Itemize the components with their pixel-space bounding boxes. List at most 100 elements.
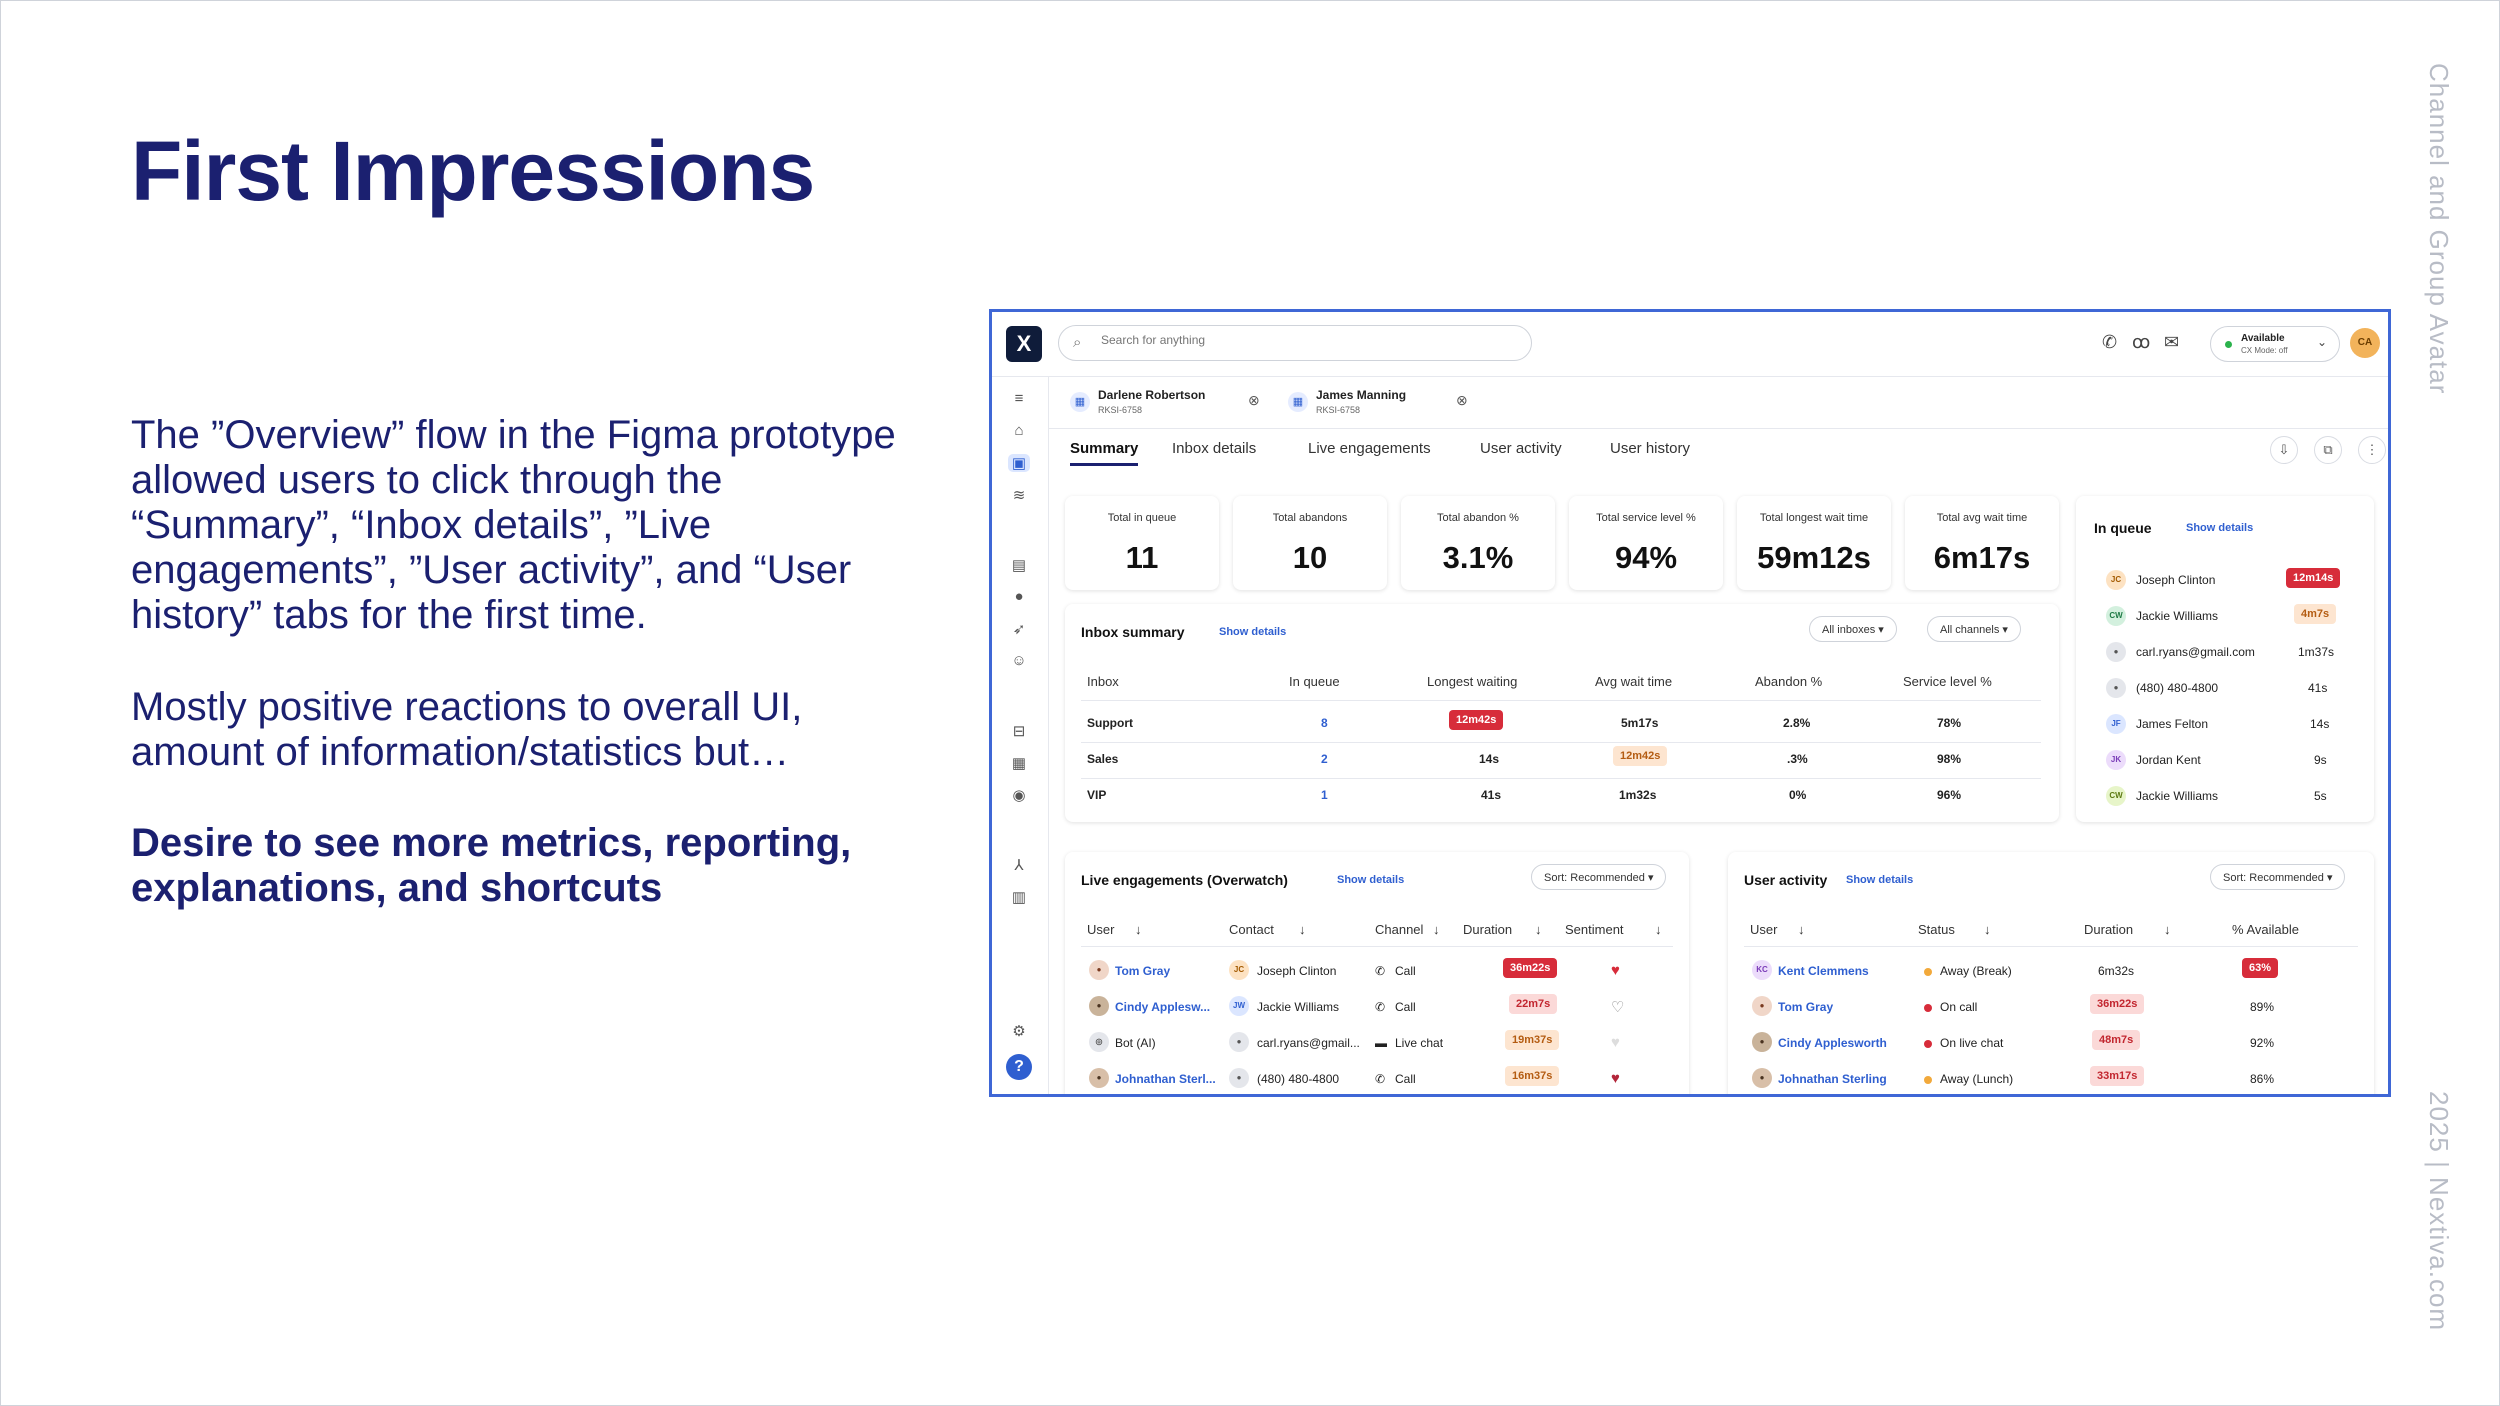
rocket-icon[interactable]: ➶ xyxy=(1012,621,1026,638)
avatar: JW xyxy=(1229,996,1249,1016)
inbox-summary-card: Inbox summary Show details All inboxes ▾… xyxy=(1065,604,2059,822)
sort-arrow-icon: ↓ xyxy=(1433,922,1440,937)
col-header[interactable]: User xyxy=(1750,922,1778,937)
show-details-link[interactable]: Show details xyxy=(1219,626,1287,638)
sort-dropdown[interactable]: Sort: Recommended ▾ xyxy=(2210,864,2346,890)
left-nav: ≡ ⌂ ▣ ≋ ▤ ● ➶ ☺ ⊟ ▦ ◉ ⅄ ▥ ⚙ ? xyxy=(992,376,1049,1094)
tab-summary[interactable]: Summary xyxy=(1070,440,1139,466)
cell-duration: 36m22s xyxy=(2090,994,2145,1014)
card-title: In queue xyxy=(2094,520,2152,536)
smiley-icon[interactable]: ☺ xyxy=(1011,652,1027,669)
download-icon[interactable]: ⇩ xyxy=(2270,436,2298,464)
cell-user[interactable]: Cindy Applesw... xyxy=(1115,1000,1211,1014)
tab-user-history[interactable]: User history xyxy=(1610,440,1691,457)
tab-user-activity[interactable]: User activity xyxy=(1480,440,1562,457)
bot-icon: ◎ xyxy=(1089,1032,1109,1052)
cell-available: 92% xyxy=(2250,1036,2275,1050)
phone-icon[interactable]: ✆ xyxy=(2102,332,2118,352)
tab-live-engagements[interactable]: Live engagements xyxy=(1308,440,1431,457)
cell-available: 86% xyxy=(2250,1072,2275,1086)
kpi-value: 59m12s xyxy=(1757,540,1871,575)
cell-user[interactable]: Johnathan Sterling xyxy=(1778,1072,1887,1086)
user-avatar[interactable]: CA xyxy=(2350,328,2380,358)
sort-dropdown[interactable]: Sort: Recommended ▾ xyxy=(1531,864,1667,890)
cell-user[interactable]: Tom Gray xyxy=(1778,1000,1834,1014)
col-header[interactable]: Duration xyxy=(1463,922,1513,937)
globe-icon[interactable]: ● xyxy=(1014,588,1024,605)
app-logo[interactable]: X xyxy=(1006,326,1042,362)
profile-icon[interactable]: ◉ xyxy=(1012,787,1026,804)
avatar: ● xyxy=(1752,1068,1772,1088)
heart-outline-icon: ♡ xyxy=(1611,999,1625,1016)
inbox-filter[interactable]: All inboxes ▾ xyxy=(1809,616,1897,642)
search-input[interactable] xyxy=(1099,332,1503,348)
settings-icon[interactable]: ⚙ xyxy=(1012,1023,1026,1040)
kpi-value: 11 xyxy=(1125,540,1159,575)
popout-icon[interactable]: ⧉ xyxy=(2314,436,2342,464)
col-header[interactable]: User xyxy=(1087,922,1115,937)
cell-available: 89% xyxy=(2250,1000,2275,1014)
avatar: JF xyxy=(2106,714,2126,734)
more-icon[interactable]: ⋮ xyxy=(2358,436,2386,464)
show-details-link[interactable]: Show details xyxy=(1337,874,1405,886)
dashboard-icon[interactable]: ▣ xyxy=(1008,454,1030,472)
voicemail-icon[interactable]: ꝏ xyxy=(2132,332,2151,352)
cell-status: Away (Break) xyxy=(1940,964,2012,978)
divider xyxy=(1081,742,2041,743)
cell-queue[interactable]: 8 xyxy=(1321,716,1328,730)
cell-inbox: Sales xyxy=(1087,752,1119,766)
menu-icon[interactable]: ≡ xyxy=(1014,390,1024,407)
col-header[interactable]: Status xyxy=(1918,922,1955,937)
cell-queue[interactable]: 1 xyxy=(1321,788,1328,802)
help-icon[interactable]: ? xyxy=(1006,1054,1032,1080)
home-icon[interactable]: ⌂ xyxy=(1014,422,1024,439)
kpi-card: Total longest wait time 59m12s xyxy=(1737,496,1891,590)
inbox-filter-value: All inboxes xyxy=(1822,624,1876,636)
sort-value: Sort: Recommended xyxy=(2223,872,2324,884)
database-icon[interactable]: ▥ xyxy=(1011,889,1027,906)
col-header[interactable]: Contact xyxy=(1229,922,1274,937)
desire-paragraph: Desire to see more metrics, reporting, e… xyxy=(131,821,852,910)
search-bar[interactable]: ⌕ xyxy=(1058,325,1532,361)
cell-user[interactable]: Kent Clemmens xyxy=(1778,964,1869,978)
col-header[interactable]: Channel xyxy=(1375,922,1424,937)
cell-user[interactable]: Johnathan Sterl... xyxy=(1115,1072,1216,1086)
cell-queue[interactable]: 2 xyxy=(1321,752,1328,766)
kpi-card: Total avg wait time 6m17s xyxy=(1905,496,2059,590)
cell-user[interactable]: Tom Gray xyxy=(1115,964,1171,978)
channel-filter-value: All channels xyxy=(1940,624,2000,636)
chat-icon[interactable]: ✉ xyxy=(2164,332,2180,352)
cell-user[interactable]: Cindy Applesworth xyxy=(1778,1036,1887,1050)
col-header: Avg wait time xyxy=(1595,674,1673,689)
queue-name: Jackie Williams xyxy=(2136,609,2219,623)
analytics-icon[interactable]: ≋ xyxy=(1012,487,1026,504)
avatar: JC xyxy=(1229,960,1249,980)
show-details-link[interactable]: Show details xyxy=(2186,522,2254,534)
heart-icon: ♥ xyxy=(1611,1070,1620,1087)
calendar-icon[interactable]: ▦ xyxy=(1011,755,1027,772)
person-icon: ● xyxy=(2106,642,2126,662)
availability-status[interactable]: Available CX Mode: off ⌄ xyxy=(2210,326,2340,362)
chevron-down-icon: ⌄ xyxy=(2316,335,2327,349)
inbox-icon[interactable]: ⊟ xyxy=(1012,723,1026,740)
close-icon[interactable]: ⊗ xyxy=(1456,392,1468,408)
tab-inbox-details[interactable]: Inbox details xyxy=(1172,440,1257,457)
person-icon: ● xyxy=(1229,1032,1249,1052)
contacts-icon[interactable]: ▤ xyxy=(1011,557,1027,574)
close-icon[interactable]: ⊗ xyxy=(1248,392,1260,408)
cell-channel: Call xyxy=(1395,964,1416,978)
col-header[interactable]: Sentiment xyxy=(1565,922,1624,937)
cell-service: 96% xyxy=(1937,788,1962,802)
kpi-label: Total abandon % xyxy=(1437,512,1519,524)
channel-filter[interactable]: All channels ▾ xyxy=(1927,616,2021,642)
queue-time: 1m37s xyxy=(2298,645,2335,659)
show-details-link[interactable]: Show details xyxy=(1846,874,1914,886)
hierarchy-icon[interactable]: ⅄ xyxy=(1014,857,1024,874)
kpi-value: 6m17s xyxy=(1933,540,2031,575)
contact-id: RKSI-6758 xyxy=(1098,405,1143,415)
avatar: JK xyxy=(2106,750,2126,770)
status-label: Available xyxy=(2241,333,2285,344)
col-header[interactable]: Duration xyxy=(2084,922,2134,937)
col-header[interactable]: % Available xyxy=(2232,922,2299,937)
side-label-bottom: 2025 | Nextiva.com xyxy=(2424,1091,2454,1332)
